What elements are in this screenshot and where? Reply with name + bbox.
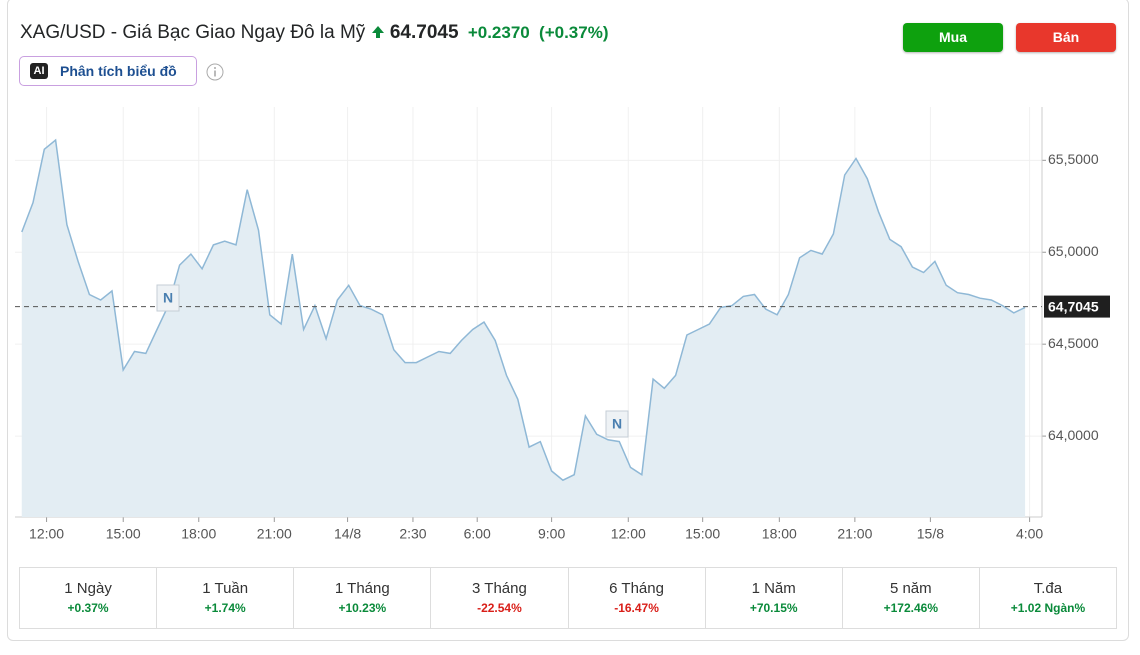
period-change: -22.54% [477,601,522,615]
ai-badge: AI [30,63,48,79]
y-tick-label: 65,0000 [1048,243,1099,259]
x-tick-label: 6:00 [464,526,491,542]
up-arrow [371,26,384,38]
period: 1 Năm [751,580,796,597]
price: 64.7045 [389,22,459,43]
news-marker [605,410,629,438]
performance-cell[interactable]: 5 năm +172.46% [841,568,979,628]
period-change: +0.37% [67,601,109,615]
x-tick-label: 15/8 [917,526,944,542]
x-tick-label: 18:00 [181,526,216,542]
last-price-box [1044,295,1110,318]
period-change: -16.47% [614,601,659,615]
change-pct: (+0.37%) [539,23,609,42]
period: 5 năm [889,580,932,597]
performance-cell[interactable]: 6 Tháng -16.47% [567,568,705,628]
news-marker-label: N [163,290,173,306]
performance-table: 1 Ngày +0.37% 1 Tuần +1.74% 1 Tháng +10.23% 3 … [19,567,1117,629]
x-tick-label: 15:00 [106,526,141,542]
period: 1 Tháng [334,580,390,597]
x-tick-label: 18:00 [762,526,797,542]
chart: 12:00 15:00 18:00 21:00 14/8 2:30 6:00 9:00 12:0… [15,107,1110,542]
change: +0.2370 [467,23,530,42]
performance-cell[interactable]: 3 Tháng -22.54% [430,568,567,628]
period-change: +10.23% [338,601,387,615]
period-change: +1.02 Ngàn% [1010,601,1086,615]
last-price-label: 64,7045 [1048,298,1099,314]
performance-cell[interactable]: 1 Ngày +0.37% [20,568,156,628]
period-change: +172.46% [883,601,938,615]
buy-button[interactable]: Mua [903,23,1003,52]
area [21,140,1026,517]
period-change: +70.15% [749,601,798,615]
y-tick-label: 65,5000 [1048,151,1099,167]
sell-button[interactable]: Bán [1016,23,1116,52]
x-tick-label: 21:00 [837,526,872,542]
x-tick-label: 15:00 [685,526,720,542]
x-tick-label: 4:00 [1016,526,1043,542]
period: 1 Ngày [64,580,112,597]
card [7,0,1129,641]
performance-cell[interactable]: 1 Tuần +1.74% [156,568,293,628]
ai-analysis-button[interactable]: AI Phân tích biểu đồ [19,56,197,86]
x-tick-label: 14/8 [334,526,361,542]
performance-cell[interactable]: T.đa +1.02 Ngàn% [978,568,1116,628]
x-tick-label: 2:30 [399,526,426,542]
x-tick-label: 9:00 [538,526,565,542]
header: XAG/USD - Giá Bạc Giao Ngay Đô la Mỹ 64.… [20,22,608,44]
y-tick-label: 64,5000 [1048,335,1099,351]
period: 3 Tháng [472,580,527,597]
news-marker [156,284,180,312]
period: 1 Tuần [202,580,249,597]
x-tick-label: 12:00 [611,526,646,542]
instrument-title: XAG/USD - Giá Bạc Giao Ngay Đô la Mỹ [20,22,366,43]
info-icon[interactable] [206,63,224,81]
price-line [21,138,1026,482]
news-marker-label: N [612,416,622,432]
ai-label: Phân tích biểu đồ [60,63,177,79]
performance-cell[interactable]: 1 Tháng +10.23% [293,568,430,628]
period: 6 Tháng [609,580,664,597]
x-tick-label: 12:00 [29,526,64,542]
y-tick-label: 64,0000 [1048,427,1099,443]
performance-cell[interactable]: 1 Năm +70.15% [704,568,842,628]
period-change: +1.74% [204,601,246,615]
x-tick-label: 21:00 [257,526,292,542]
period: T.đa [1033,580,1063,597]
